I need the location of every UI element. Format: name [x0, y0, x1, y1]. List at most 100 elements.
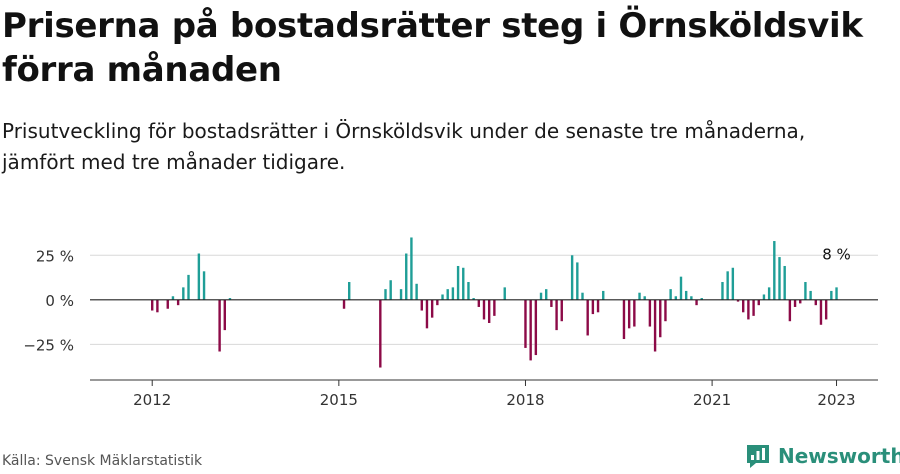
bar	[773, 241, 776, 300]
bar	[674, 296, 678, 300]
bar	[410, 237, 413, 300]
bar	[804, 282, 807, 300]
bar	[622, 299, 626, 340]
bar-layer	[151, 237, 838, 368]
bar	[462, 267, 465, 300]
bar	[757, 299, 760, 306]
bar	[151, 299, 154, 311]
bar	[653, 299, 657, 352]
bar	[425, 299, 429, 329]
bar	[342, 299, 346, 309]
bar	[487, 299, 491, 323]
bar	[778, 257, 781, 300]
bar	[814, 299, 817, 306]
bar	[420, 299, 423, 311]
chart-subtitle: Prisutveckling för bostadsrätter i Örnsk…	[2, 119, 806, 174]
bar	[830, 290, 833, 300]
bar	[524, 299, 527, 348]
bar	[576, 262, 579, 300]
bar	[721, 282, 724, 300]
bar	[643, 296, 646, 300]
bar	[695, 299, 698, 306]
bar	[228, 298, 232, 300]
bar	[467, 282, 470, 300]
bar	[747, 299, 750, 320]
bar	[197, 253, 201, 300]
bar	[581, 292, 584, 300]
bar	[379, 299, 382, 368]
bar	[441, 294, 444, 300]
bar	[809, 290, 812, 300]
bar	[399, 289, 403, 300]
bar	[477, 299, 481, 307]
y-tick-label: 25 %	[36, 247, 74, 265]
last-value-label: 8 %	[822, 245, 851, 263]
bar	[752, 299, 755, 316]
bar	[171, 296, 175, 300]
bar	[384, 289, 387, 300]
newsworthy-icon	[747, 445, 769, 468]
bar	[218, 299, 221, 352]
x-tick-label: 2018	[506, 391, 544, 409]
bar	[690, 296, 693, 300]
bar	[550, 299, 553, 307]
bar	[602, 290, 605, 300]
bar	[633, 299, 636, 327]
bar	[539, 292, 543, 300]
bar	[451, 287, 455, 300]
bar	[591, 299, 595, 315]
bar	[700, 298, 703, 300]
bar	[664, 299, 667, 322]
bar	[679, 276, 683, 300]
bar	[736, 299, 740, 302]
bar	[726, 271, 729, 300]
bar	[767, 287, 771, 300]
bar	[348, 282, 351, 300]
bar	[529, 299, 532, 361]
bar	[456, 265, 460, 300]
brand-name: Newsworthy	[778, 444, 900, 468]
grid-layer	[90, 254, 878, 345]
bar	[187, 274, 190, 300]
bar	[570, 255, 574, 300]
bar	[545, 289, 548, 300]
axis-layer: 25 % 0 % −25 % 2012 2015 2018 2021 2023 8 %	[23, 245, 878, 409]
bar	[742, 299, 745, 313]
bar	[627, 299, 631, 329]
bar-chart: 25 % 0 % −25 % 2012 2015 2018 2021 2023 8 %	[23, 237, 878, 409]
bar	[430, 299, 434, 318]
bar	[762, 294, 766, 300]
bar	[788, 299, 792, 322]
bar	[156, 299, 159, 313]
bar	[166, 299, 169, 309]
bar	[472, 298, 475, 300]
y-tick-label: −25 %	[23, 336, 74, 354]
x-tick-label: 2021	[693, 391, 731, 409]
bar	[835, 287, 838, 300]
bar	[503, 287, 506, 300]
bar	[446, 289, 449, 300]
bar	[415, 283, 418, 300]
bar	[731, 267, 735, 300]
bar	[534, 299, 538, 356]
bar	[436, 299, 439, 306]
source-note: Källa: Svensk Mäklarstatistik	[2, 453, 203, 469]
x-tick-label: 2015	[320, 391, 358, 409]
bar	[824, 299, 828, 320]
bar	[223, 299, 226, 331]
bar	[819, 299, 823, 325]
x-tick-label: 2012	[133, 391, 171, 409]
bar	[684, 290, 688, 300]
bar	[202, 271, 206, 300]
bar	[648, 299, 652, 327]
chart-title: Priserna på bostadsrätter steg i Örnsköl…	[2, 6, 863, 90]
y-tick-label: 0 %	[45, 292, 74, 310]
bar	[182, 287, 185, 300]
brand-logo[interactable]: Newsworthy	[744, 440, 900, 472]
bar	[405, 253, 408, 300]
bar	[638, 292, 641, 300]
bar	[176, 299, 180, 306]
bar	[669, 289, 672, 300]
bar	[493, 299, 496, 316]
bar	[799, 299, 802, 304]
